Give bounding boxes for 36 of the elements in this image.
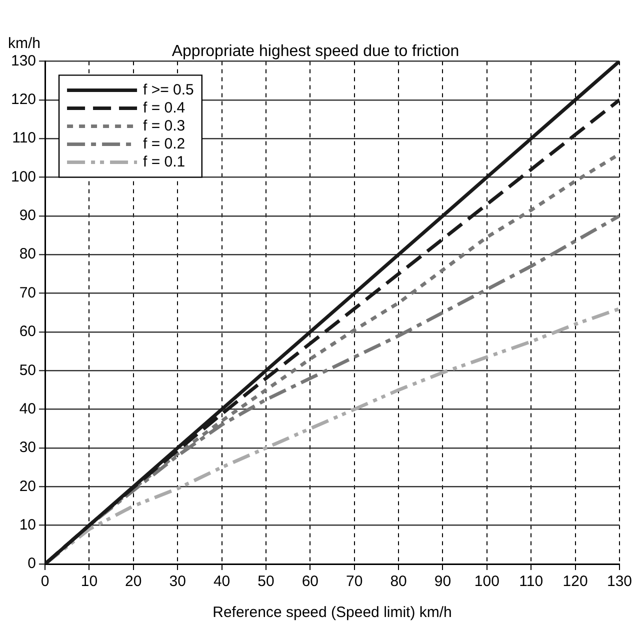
x-tick-label: 30 (169, 573, 186, 590)
x-tick-label: 50 (258, 573, 274, 590)
y-tick-label: 50 (19, 362, 36, 379)
x-axis-title: Reference speed (Speed limit) km/h (212, 604, 452, 622)
x-tick-label: 80 (390, 573, 407, 590)
y-tick-label: 0 (28, 555, 36, 572)
x-tick-label: 40 (213, 573, 230, 590)
y-tick-label: 130 (10, 52, 36, 70)
y-tick-label: 60 (19, 323, 36, 340)
x-tick-label: 130 (606, 573, 632, 590)
y-tick-label: 30 (19, 439, 36, 456)
y-tick-label: 90 (19, 207, 36, 224)
x-tick-label: 90 (434, 573, 452, 590)
x-tick-label: 100 (474, 573, 500, 590)
x-tick-label: 70 (346, 573, 363, 590)
legend-label: f = 0.3 (143, 117, 186, 134)
x-tick-label: 20 (125, 573, 142, 590)
x-tick-label: 120 (562, 573, 588, 590)
y-tick-label: 80 (19, 246, 36, 263)
x-tick-label: 0 (40, 573, 50, 590)
y-tick-label: 110 (12, 130, 36, 147)
y-tick-label: 10 (19, 516, 36, 534)
y-tick-label: 70 (19, 284, 36, 302)
y-tick-label: 40 (19, 400, 36, 418)
y-axis-title: km/h (8, 34, 41, 52)
legend-label: f = 0.1 (143, 153, 186, 170)
y-tick-label: 120 (10, 91, 36, 108)
chart-title: Appropriate highest speed due to friction (172, 43, 460, 60)
y-tick-label: 100 (10, 168, 36, 186)
x-tick-label: 60 (302, 573, 319, 590)
legend-label: f >= 0.5 (143, 81, 194, 98)
x-tick-label: 10 (80, 573, 98, 590)
legend-label: f = 0.2 (143, 135, 186, 152)
legend-label: f = 0.4 (143, 99, 186, 116)
y-tick-label: 20 (19, 478, 36, 495)
x-tick-label: 110 (519, 573, 544, 590)
